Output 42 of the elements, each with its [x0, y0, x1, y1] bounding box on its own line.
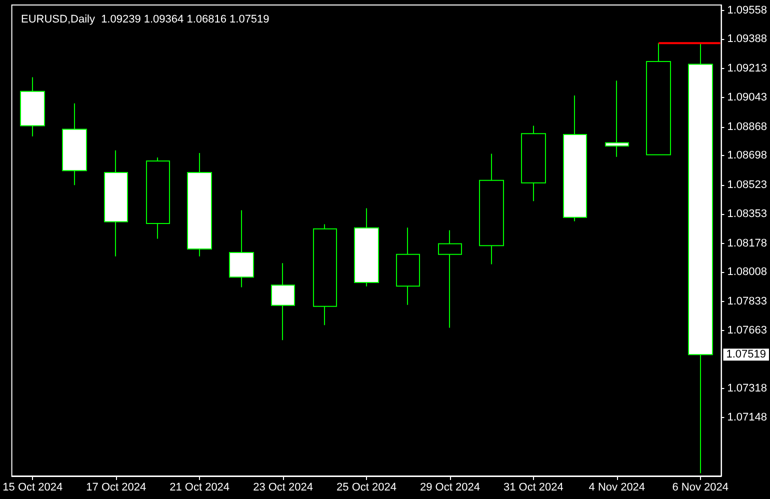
candlestick	[104, 150, 128, 257]
candlestick	[438, 230, 462, 328]
x-tick-label: 23 Oct 2024	[253, 482, 314, 494]
x-tick-label: 31 Oct 2024	[503, 482, 564, 494]
x-tick-label: 4 Nov 2024	[588, 482, 646, 494]
y-tick-label: 1.07318	[727, 382, 768, 395]
candlestick	[229, 210, 254, 288]
y-tick-label: 1.08178	[727, 237, 768, 250]
y-tick-label: 1.09043	[727, 91, 768, 104]
candlestick	[521, 125, 546, 202]
y-tick-label: 1.09558	[727, 4, 768, 16]
y-tick-label: 1.07663	[727, 324, 768, 336]
y-tick-label: 1.08523	[727, 179, 768, 192]
candlestick	[146, 156, 170, 240]
text: 1.07519	[726, 348, 766, 361]
y-tick-label: 1.08008	[727, 266, 768, 278]
candlestick	[354, 208, 379, 287]
y-tick-label: 1.08353	[727, 208, 768, 220]
y-tick-label: 1.09388	[727, 33, 768, 46]
x-tick-label: 21 Oct 2024	[170, 482, 230, 494]
y-tick-label: 1.08868	[727, 120, 768, 133]
y-tick-label: 1.09213	[727, 62, 768, 75]
y-tick-label: 1.08698	[727, 150, 768, 162]
x-tick-label: 6 Nov 2024	[672, 482, 729, 494]
candlestick	[688, 42, 713, 474]
candlestick	[563, 94, 587, 222]
candlestick	[271, 262, 295, 341]
candlestick	[646, 42, 671, 156]
candlestick	[479, 153, 504, 265]
x-tick-label: 29 Oct 2024	[420, 482, 480, 494]
candlestick	[62, 102, 87, 186]
text: EURUSD,Daily 1.09239 1.09364 1.06816 1.07519	[21, 14, 270, 26]
candlestick	[396, 227, 420, 306]
x-tick-label: 17 Oct 2024	[86, 482, 146, 494]
y-tick-label: 1.07833	[727, 296, 768, 308]
y-tick-label: 1.07148	[727, 411, 768, 424]
candlestick	[20, 76, 45, 137]
x-tick-label: 15 Oct 2024	[2, 482, 63, 494]
candlestick	[313, 224, 337, 326]
candlestick	[605, 80, 629, 158]
candlestick	[187, 152, 212, 257]
x-tick-label: 25 Oct 2024	[336, 482, 396, 494]
